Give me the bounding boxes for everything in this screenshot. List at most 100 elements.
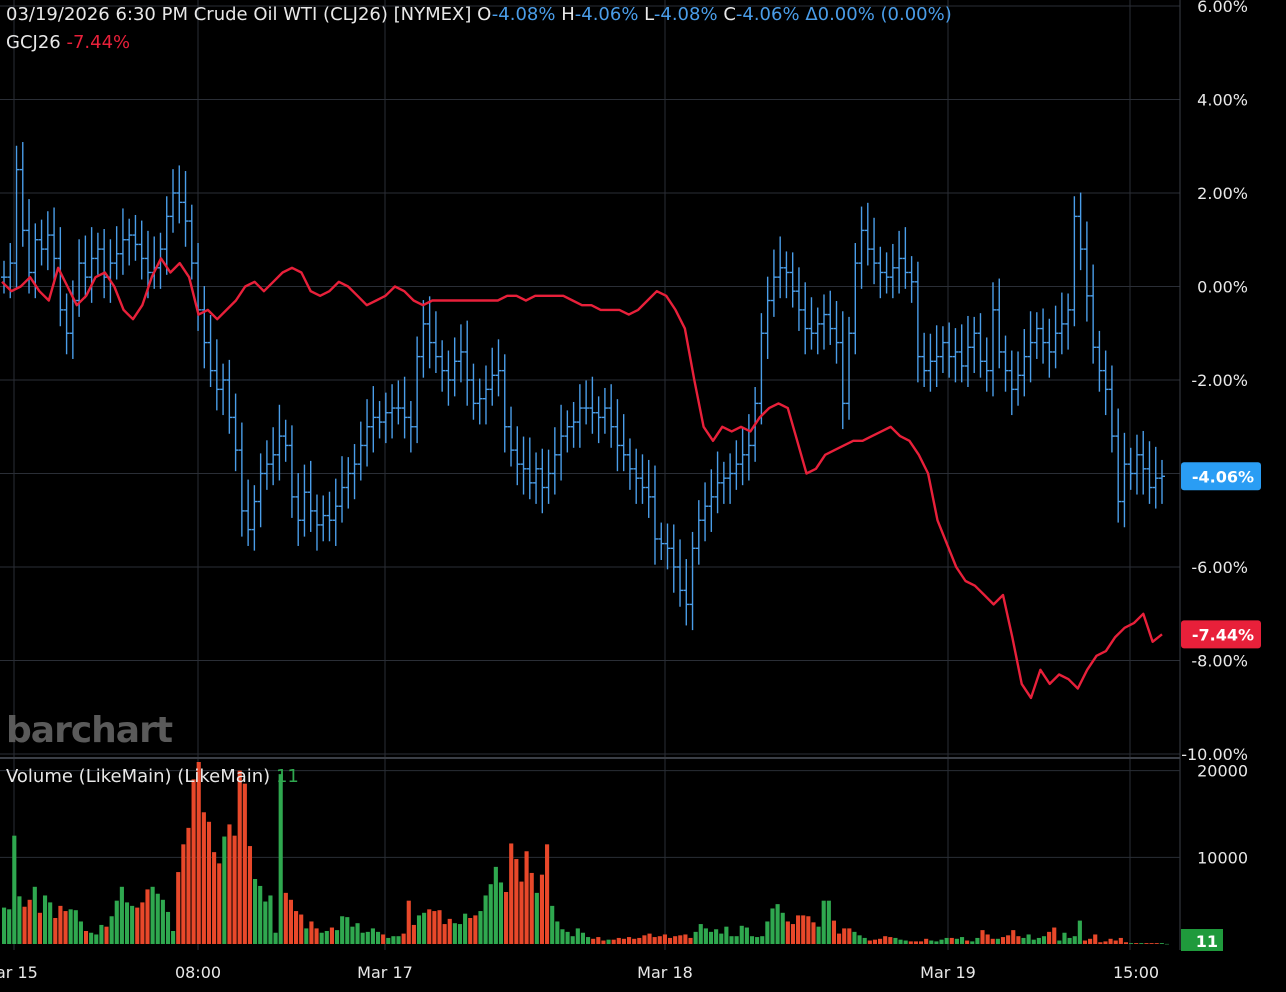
volume-bar [411,924,416,944]
compare-value: -7.44% [66,32,131,53]
volume-bar [647,933,652,944]
volume-bar [171,931,176,944]
volume-bar [360,932,365,944]
volume-bar [253,879,258,944]
volume-bar [37,912,42,944]
volume-bar [119,886,124,944]
volume-bar [744,927,749,944]
volume-bar [637,937,642,944]
volume-bar [83,931,89,944]
volume-bar [662,934,667,944]
volume-bar [811,922,816,944]
volume-bar [739,925,744,944]
y-tick-label: 0.00% [1197,278,1248,297]
volume-bar [396,936,401,944]
header-close-value: -4.06% [735,4,800,25]
volume-bar [734,936,739,944]
volume-bar [770,908,775,944]
volume-bar [1041,936,1047,944]
volume-bar [872,939,877,944]
volume-bar [749,936,755,944]
compare-symbol: GCJ26 [6,32,61,53]
volume-bar [165,911,171,944]
y-tick-label: -10.00% [1181,745,1248,764]
compare-legend[interactable]: GCJ26 -7.44% [6,32,130,53]
header-symbol[interactable]: Crude Oil WTI (CLJ26) [NYMEX] [193,4,472,25]
volume-bar [104,926,109,944]
volume-bar [1123,942,1129,944]
volume-bar [903,940,908,944]
volume-bar [53,918,58,944]
volume-bar [206,821,212,944]
header-low-value: -4.08% [653,4,718,25]
volume-bar [780,912,785,944]
volume-bar [416,915,422,944]
volume-bar [1134,943,1139,944]
vol-y-tick-label: 10000 [1197,848,1248,867]
volume-bar [842,928,847,944]
volume-bar [452,923,457,944]
volume-bar [683,934,688,944]
volume-bar [381,934,386,944]
volume-bar [929,940,934,944]
header-datetime: 03/19/2026 6:30 PM [6,4,188,25]
volume-bar [237,770,242,944]
volume-bar [478,911,483,944]
volume-bar [1011,930,1016,944]
volume-bar [1000,937,1006,944]
volume-bar [621,938,626,944]
volume-bar [1108,938,1113,944]
volume-bar [94,934,99,944]
volume-bar [135,907,140,944]
volume-bar [1118,937,1123,944]
volume-bar [852,931,857,944]
volume-bar [365,931,370,944]
volume-bar [719,933,724,944]
volume-bar [370,928,375,944]
volume-bar [176,872,181,944]
volume-bar [1077,920,1082,944]
volume-bar [1021,937,1026,944]
volume-bar [442,924,447,944]
x-tick-label: Mar 19 [920,963,976,982]
volume-bar [867,940,872,944]
volume-bar [806,916,811,944]
volume-bar [816,926,821,944]
header-change: Δ0.00% (0.00%) [805,4,952,25]
y-tick-label: 6.00% [1197,0,1248,16]
x-tick-label: Mar 15 [0,963,38,982]
volume-bar [688,937,693,944]
header-close-label: C [723,4,736,25]
volume-bar [611,939,616,944]
volume-bar [990,938,995,944]
volume-bar [355,923,360,944]
volume-bar [837,933,842,944]
volume-bar [42,895,48,944]
volume-bar [432,911,437,944]
header-open-label: O [477,4,492,25]
volume-bar [596,937,601,944]
volume-bar [729,936,734,944]
volume-bar [939,939,944,944]
volume-bar [524,851,529,944]
chart-header: 03/19/2026 6:30 PM Crude Oil WTI (CLJ26)… [6,4,952,25]
header-open-value: -4.08% [491,4,556,25]
volume-bar [329,927,334,944]
volume-bar [437,910,442,944]
volume-bar [724,926,729,944]
volume-bar [114,900,119,944]
volume-bar [427,909,432,944]
volume-bar [1016,936,1021,944]
volume-bar [755,937,760,944]
volume-bar [509,843,514,944]
volume-bar [227,824,232,944]
y-tick-label: 2.00% [1197,184,1248,203]
vol-y-tick-label: 20000 [1197,762,1248,781]
volume-bar [888,937,893,944]
y-tick-label: 4.00% [1197,91,1248,110]
volume-bar [63,911,68,944]
volume-bar [375,931,381,944]
volume-legend[interactable]: Volume (LikeMain) (LikeMain) 11 [6,766,299,787]
volume-bar [1031,939,1036,944]
